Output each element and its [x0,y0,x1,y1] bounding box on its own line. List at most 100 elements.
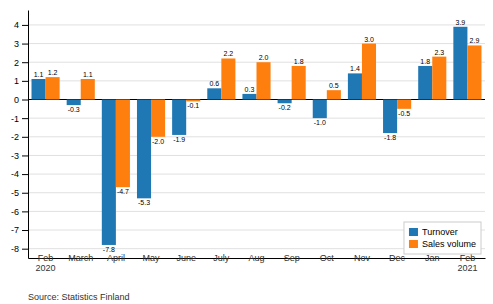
x-tick-label: Nov [354,253,371,263]
x-tick-label: Dec [389,253,406,263]
x-tick: May [143,253,161,263]
y-tick: 4 [14,20,28,30]
bar [102,100,116,245]
x-tick: June [176,253,196,263]
grid [28,25,485,249]
y-tick-label: 0 [14,95,19,105]
bar [257,62,271,99]
x-tick: April [107,253,125,263]
bar [453,27,467,100]
data-label: -5.3 [138,199,150,206]
x-tick-label-line: Sep [284,253,300,263]
data-label: -0.5 [398,110,410,117]
x-tick-label: May [143,253,161,263]
data-label: 1.8 [420,58,430,65]
bar [348,73,362,99]
bar [362,44,376,100]
y-tick-mark [22,230,28,231]
y-tick-mark [22,174,28,175]
data-label: 1.1 [34,71,44,78]
x-tick-label-line: 2020 [36,263,56,273]
bar [81,79,95,100]
y-tick-label: -7 [11,225,19,235]
grid-line [28,155,485,156]
y-tick-label: -5 [11,188,19,198]
data-label: 1.2 [48,69,58,76]
x-tick-label: Feb2021 [457,253,477,273]
legend: Turnover Sales volume [404,222,481,254]
grid-line [28,118,485,119]
y-tick-label: -8 [11,244,19,254]
x-tick-label: Sep [284,253,300,263]
bar [418,66,432,100]
grid-line [28,24,485,25]
y-tick-mark [22,62,28,63]
x-tick-label: June [176,253,196,263]
y-tick-label: 2 [14,58,19,68]
y-tick-mark [22,25,28,26]
y-tick-label: 1 [14,76,19,86]
y-tick: 3 [14,39,28,49]
data-label: -1.0 [314,119,326,126]
data-labels: 1.1-0.3-7.8-5.3-1.90.60.3-0.2-1.01.4-1.8… [34,19,480,253]
bar [151,100,165,137]
data-label: -1.8 [384,134,396,141]
y-axis-line [28,11,29,259]
y-tick-mark [22,100,28,101]
x-tick: Nov [354,253,371,263]
data-label: 2.3 [434,49,444,56]
y-tick-label: -2 [11,132,19,142]
x-tick-label: July [213,253,230,263]
grid-line [28,136,485,137]
data-label: -0.1 [187,102,199,109]
bar [46,77,60,99]
x-tick-label: Feb2020 [36,253,56,273]
data-label: -4.7 [117,188,129,195]
grid-line [28,174,485,175]
bar [278,100,292,104]
x-tick-label: March [68,253,93,263]
data-label: -0.2 [279,104,291,111]
chart: 1.1-0.3-7.8-5.3-1.90.60.3-0.2-1.01.4-1.8… [0,0,493,304]
x-tick-label-line: Nov [354,253,371,263]
x-tick: Aug [248,253,264,263]
y-tick: -2 [11,132,28,142]
legend-label: Sales volume [422,239,476,249]
grid-line [28,43,485,44]
x-tick-label-line: June [176,253,196,263]
data-label: -1.9 [173,136,185,143]
bar [383,100,397,134]
y-tick-mark [22,118,28,119]
data-label: 3.9 [456,19,466,26]
y-tick-label: -4 [11,169,19,179]
y-tick: 0 [14,95,28,105]
bar [116,100,130,188]
bar [32,79,46,100]
x-tick-label-line: 2021 [457,263,477,273]
y-tick: -1 [11,114,28,124]
bar [313,100,327,119]
x-tick-label-line: March [68,253,93,263]
y-tick-mark [22,193,28,194]
legend-frame [404,222,481,254]
data-label: 3.0 [364,36,374,43]
legend-item: Turnover [409,227,458,237]
x-tick: Feb2021 [457,253,477,273]
y-tick-label: -6 [11,207,19,217]
x-tick-label-line: April [107,253,125,263]
y-tick-label: -1 [11,114,19,124]
bar [242,94,256,100]
legend-swatch [409,240,418,248]
y-tick: 2 [14,58,28,68]
x-tick-label-line: Oct [320,253,335,263]
y-tick-mark [22,249,28,250]
data-label: -0.3 [68,106,80,113]
data-label: 2.0 [259,54,269,61]
y-tick: -8 [11,244,28,254]
bar [397,100,411,109]
data-label: -2.0 [152,138,164,145]
bar [292,66,306,100]
y-tick-mark [22,155,28,156]
x-tick-label: Oct [320,253,335,263]
x-tick-label: April [107,253,125,263]
